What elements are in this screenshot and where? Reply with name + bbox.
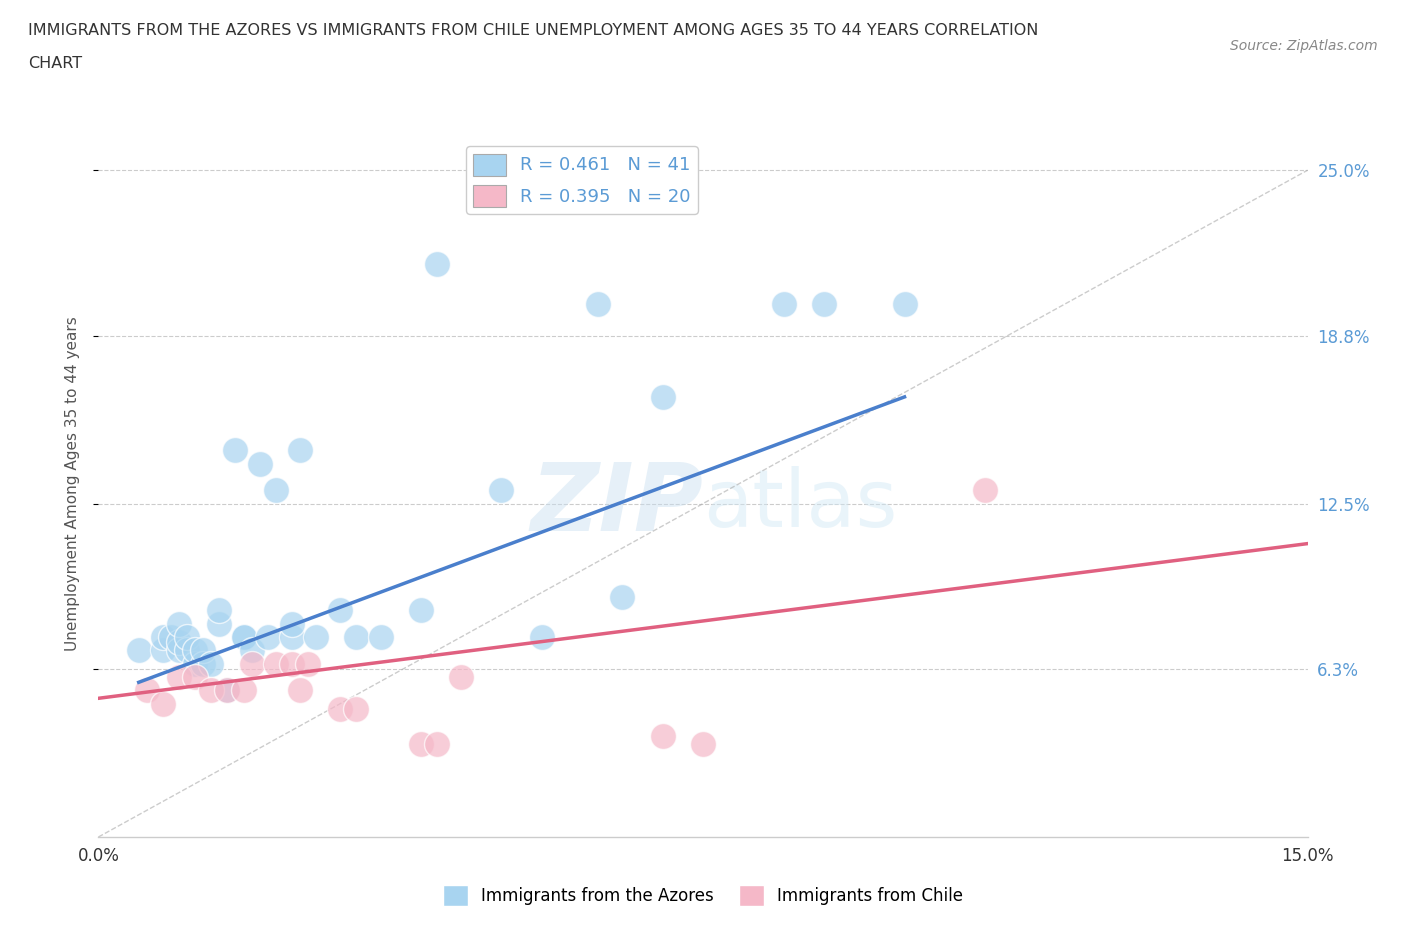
Point [281, 657, 304, 671]
Point [249, 456, 271, 471]
Point [329, 603, 352, 618]
Point [409, 603, 432, 618]
Point [264, 483, 287, 498]
Point [651, 390, 673, 405]
Point [217, 683, 239, 698]
Point [281, 630, 304, 644]
Point [167, 617, 190, 631]
Point [232, 630, 254, 644]
Point [974, 483, 997, 498]
Point [167, 635, 190, 650]
Point [281, 617, 304, 631]
Legend: Immigrants from the Azores, Immigrants from Chile: Immigrants from the Azores, Immigrants f… [436, 879, 970, 912]
Text: IMMIGRANTS FROM THE AZORES VS IMMIGRANTS FROM CHILE UNEMPLOYMENT AMONG AGES 35 T: IMMIGRANTS FROM THE AZORES VS IMMIGRANTS… [28, 23, 1039, 38]
Point [200, 657, 222, 671]
Point [264, 657, 287, 671]
Text: ZIP: ZIP [530, 458, 703, 551]
Point [193, 657, 215, 671]
Point [772, 296, 794, 311]
Point [305, 630, 328, 644]
Point [152, 643, 174, 658]
Point [450, 670, 472, 684]
Point [200, 683, 222, 698]
Point [208, 603, 231, 618]
Text: Source: ZipAtlas.com: Source: ZipAtlas.com [1230, 39, 1378, 53]
Point [329, 701, 352, 716]
Point [184, 657, 207, 671]
Point [893, 296, 915, 311]
Point [240, 657, 263, 671]
Point [232, 630, 254, 644]
Point [612, 590, 634, 604]
Point [586, 296, 609, 311]
Point [813, 296, 835, 311]
Text: CHART: CHART [28, 56, 82, 71]
Point [240, 643, 263, 658]
Point [152, 630, 174, 644]
Point [208, 617, 231, 631]
Point [288, 443, 311, 458]
Point [224, 443, 246, 458]
Point [491, 483, 513, 498]
Point [217, 683, 239, 698]
Point [297, 657, 319, 671]
Point [530, 630, 553, 644]
Point [344, 701, 367, 716]
Point [232, 683, 254, 698]
Point [651, 728, 673, 743]
Point [193, 643, 215, 658]
Point [167, 670, 190, 684]
Point [176, 643, 198, 658]
Point [426, 737, 449, 751]
Point [288, 683, 311, 698]
Point [370, 630, 392, 644]
Legend: R = 0.461   N = 41, R = 0.395   N = 20: R = 0.461 N = 41, R = 0.395 N = 20 [467, 146, 697, 214]
Point [344, 630, 367, 644]
Point [135, 683, 157, 698]
Point [409, 737, 432, 751]
Point [426, 256, 449, 271]
Y-axis label: Unemployment Among Ages 35 to 44 years: Unemployment Among Ages 35 to 44 years [65, 316, 80, 651]
Point [152, 697, 174, 711]
Point [184, 670, 207, 684]
Point [128, 643, 150, 658]
Text: atlas: atlas [703, 466, 897, 544]
Point [160, 630, 183, 644]
Point [184, 643, 207, 658]
Point [167, 643, 190, 658]
Point [692, 737, 714, 751]
Point [256, 630, 278, 644]
Point [176, 630, 198, 644]
